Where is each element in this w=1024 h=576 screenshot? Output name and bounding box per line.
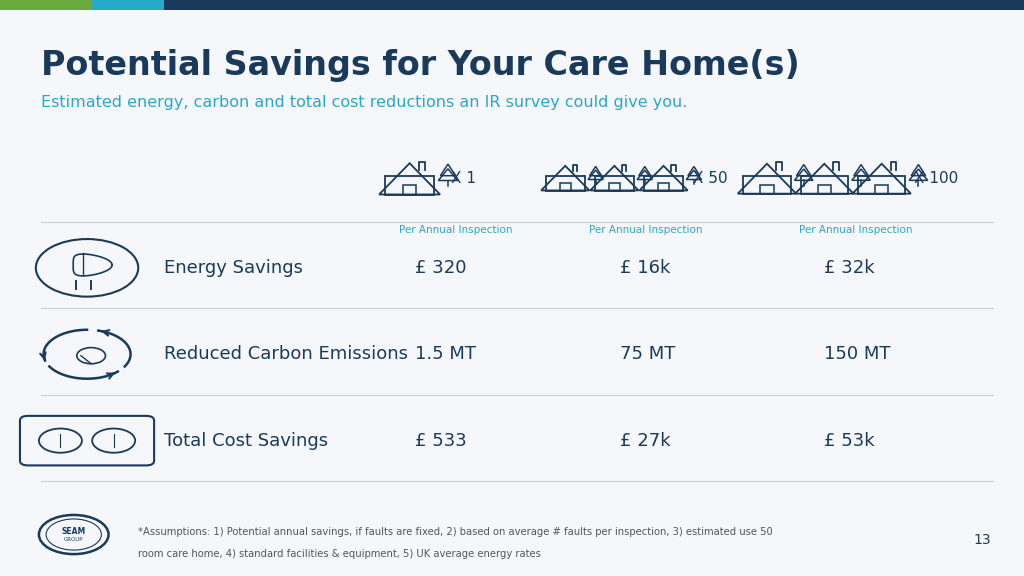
Text: Per Annual Inspection: Per Annual Inspection	[399, 225, 513, 234]
Text: £ 320: £ 320	[415, 259, 466, 277]
Text: *Assumptions: 1) Potential annual savings, if faults are fixed, 2) based on aver: *Assumptions: 1) Potential annual saving…	[138, 527, 773, 537]
Text: X 1: X 1	[451, 171, 475, 186]
Text: £ 16k: £ 16k	[620, 259, 670, 277]
Text: Energy Savings: Energy Savings	[164, 259, 303, 277]
Text: £ 53k: £ 53k	[824, 431, 874, 450]
Text: £ 32k: £ 32k	[824, 259, 874, 277]
Text: Reduced Carbon Emissions: Reduced Carbon Emissions	[164, 345, 408, 363]
Text: X 50: X 50	[693, 171, 728, 186]
FancyBboxPatch shape	[0, 0, 92, 10]
Text: Potential Savings for Your Care Home(s): Potential Savings for Your Care Home(s)	[41, 49, 800, 82]
FancyBboxPatch shape	[92, 0, 164, 10]
Text: £ 533: £ 533	[415, 431, 467, 450]
Text: £ 27k: £ 27k	[620, 431, 670, 450]
Text: 150 MT: 150 MT	[824, 345, 891, 363]
Text: Total Cost Savings: Total Cost Savings	[164, 431, 328, 450]
Text: SEAM: SEAM	[61, 526, 86, 536]
Text: 13: 13	[974, 533, 991, 547]
Text: 75 MT: 75 MT	[620, 345, 675, 363]
Text: 1.5 MT: 1.5 MT	[415, 345, 476, 363]
Text: Estimated energy, carbon and total cost reductions an IR survey could give you.: Estimated energy, carbon and total cost …	[41, 95, 687, 110]
Text: room care home, 4) standard facilities & equipment, 5) UK average energy rates: room care home, 4) standard facilities &…	[138, 549, 541, 559]
Text: Per Annual Inspection: Per Annual Inspection	[799, 225, 912, 234]
Text: Per Annual Inspection: Per Annual Inspection	[589, 225, 702, 234]
Text: X 100: X 100	[914, 171, 958, 186]
FancyBboxPatch shape	[164, 0, 1024, 10]
Text: GROUP: GROUP	[63, 537, 84, 542]
